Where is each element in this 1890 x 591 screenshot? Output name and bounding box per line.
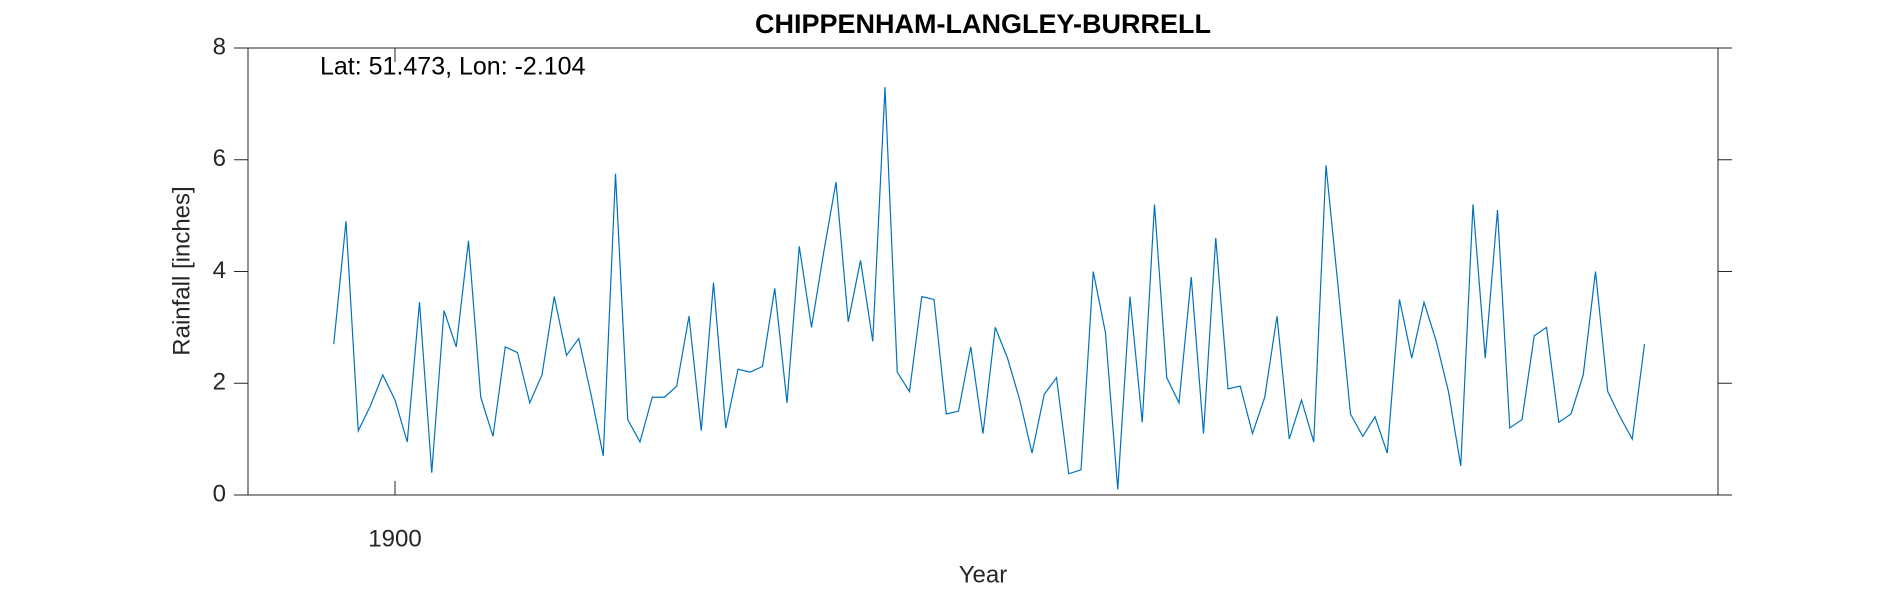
line-series — [333, 87, 1646, 490]
y-tick-label: 8 — [213, 33, 226, 60]
y-tick-label: 4 — [213, 257, 226, 284]
y-axis-label: Rainfall [inches] — [168, 186, 195, 355]
x-tick-label: 1900 — [368, 525, 421, 552]
y-tick-label: 2 — [213, 369, 226, 396]
axes-box — [247, 47, 1719, 496]
chart-title: CHIPPENHAM-LANGLEY-BURRELL — [755, 9, 1211, 39]
y-tick-label: 6 — [213, 145, 226, 172]
annotation: Lat: 51.473, Lon: -2.104 — [320, 53, 586, 81]
y-tick-label: 0 — [213, 480, 226, 507]
x-axis-label: Year — [959, 561, 1008, 588]
